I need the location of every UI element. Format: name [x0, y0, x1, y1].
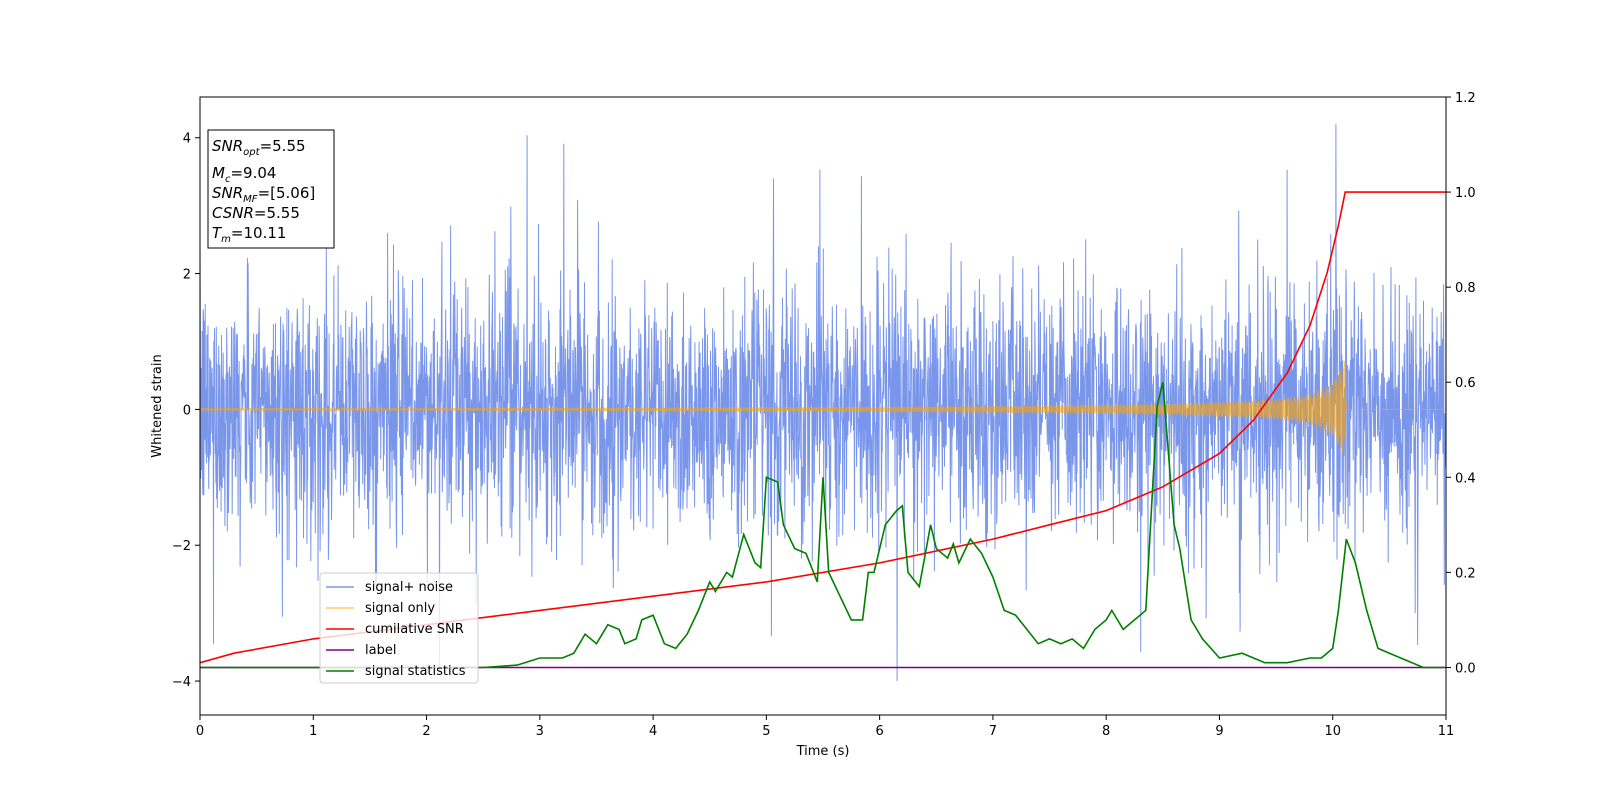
x-tick-label: 2	[422, 724, 430, 739]
legend: signal+ noise signal only cumilative SNR la…	[319, 572, 479, 684]
info-csnr: CSNR=5.55	[212, 204, 300, 222]
plot-frame	[199, 96, 1447, 716]
y-tick-label: −4	[172, 675, 191, 690]
y2-tick-label: 0.8	[1455, 281, 1476, 296]
x-tick-label: 8	[1102, 724, 1110, 739]
y-tick-label: 0	[183, 403, 191, 418]
y2-tick-label: 0.2	[1455, 566, 1476, 581]
info-snr-opt: SNRopt=5.55	[212, 137, 306, 158]
x-tick-label: 10	[1324, 724, 1341, 739]
x-tick-label: 9	[1215, 724, 1223, 739]
series-signal-noise	[200, 124, 1446, 682]
y2-tick-label: 0.0	[1455, 661, 1476, 676]
y2-tick-label: 0.4	[1455, 471, 1476, 486]
y-axis-right: 1.2 1.0 0.8 0.6 0.4 0.2 0.0	[1446, 91, 1476, 676]
y-axis-left: 4 2 0 −2 −4	[172, 132, 200, 690]
y2-tick-label: 0.6	[1455, 376, 1476, 391]
x-axis: 0 1 2 3 4 5 6 7 8 9 10 11	[196, 715, 1454, 739]
info-mc: Mc=9.04	[212, 164, 276, 185]
y-tick-label: 4	[183, 132, 191, 147]
info-box: SNRopt=5.55 Mc=9.04 SNRMF=[5.06] CSNR=5.…	[207, 129, 335, 249]
x-tick-label: 4	[649, 724, 657, 739]
x-tick-label: 3	[536, 724, 544, 739]
series-signal-statistics	[200, 382, 1446, 669]
x-tick-label: 1	[309, 724, 317, 739]
y-axis-label: Whitened strain	[150, 354, 165, 457]
y2-tick-label: 1.0	[1455, 186, 1476, 201]
x-tick-label: 5	[762, 724, 770, 739]
legend-entry: signal only	[365, 601, 435, 616]
x-axis-label: Time (s)	[796, 744, 850, 759]
legend-entry: label	[365, 643, 396, 658]
x-tick-label: 7	[989, 724, 997, 739]
legend-entry: signal+ noise	[365, 580, 453, 595]
legend-frame	[319, 572, 479, 684]
series-signal-only	[200, 360, 1446, 454]
x-tick-label: 0	[196, 724, 204, 739]
legend-entry: signal statistics	[365, 664, 466, 679]
y-tick-label: −2	[172, 539, 191, 554]
y-tick-label: 2	[183, 268, 191, 283]
x-tick-label: 6	[875, 724, 883, 739]
y2-tick-label: 1.2	[1455, 91, 1476, 106]
info-tm: Tm=10.11	[212, 224, 286, 245]
x-tick-label: 11	[1438, 724, 1455, 739]
legend-entry: cumilative SNR	[365, 622, 464, 637]
info-snr-mf: SNRMF=[5.06]	[212, 184, 315, 205]
